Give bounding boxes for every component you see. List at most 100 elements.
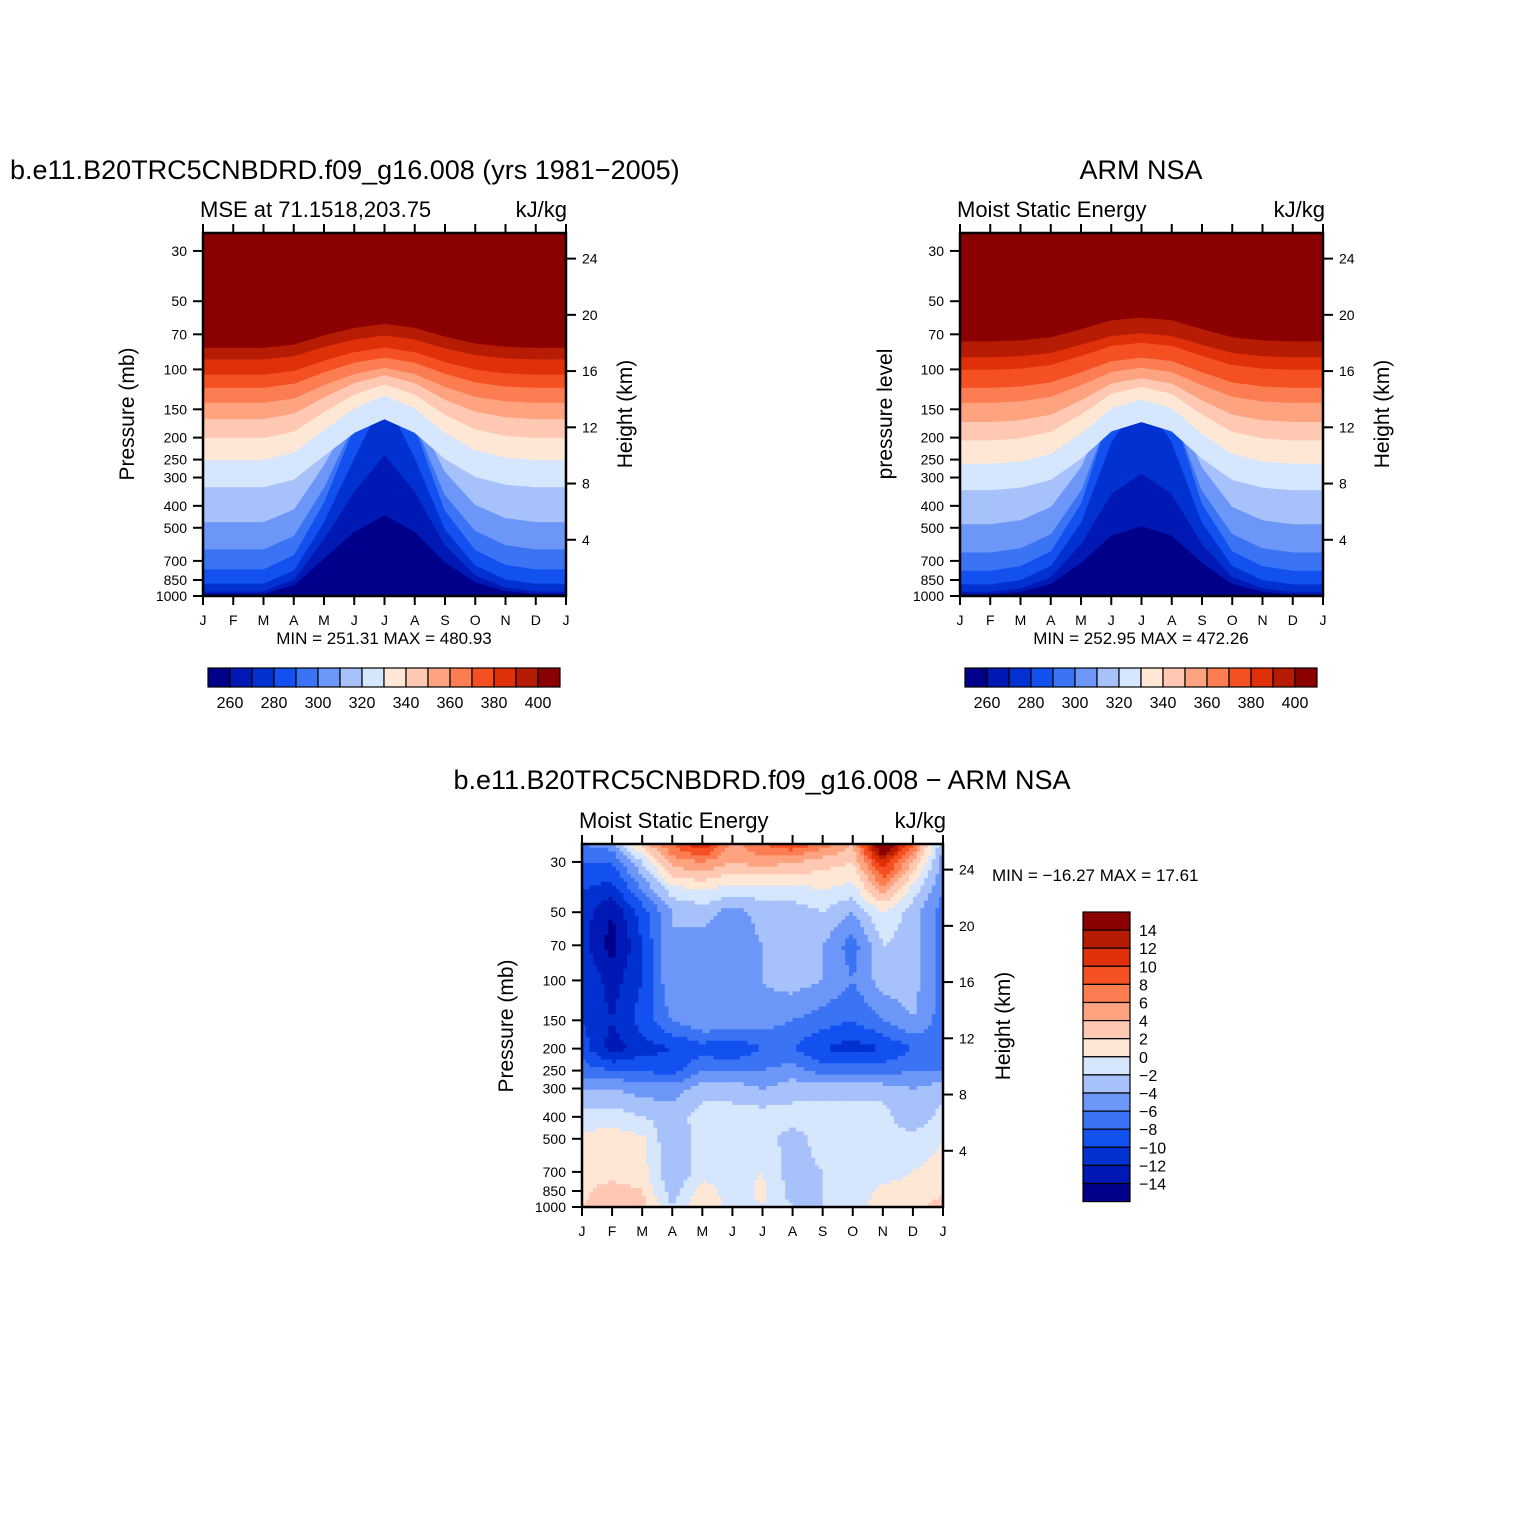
contour-cell [638,995,643,1000]
contour-cell [924,934,929,940]
contour-cell [939,1006,944,1011]
contour-cell [770,1021,775,1027]
contour-cell [627,881,632,887]
axis-ytick-label: 30 [928,243,944,259]
contour-cell [683,987,688,993]
contour-cell [833,1017,839,1023]
contour-cell [882,881,888,887]
contour-cell [585,999,591,1004]
contour-cell [875,1025,880,1030]
contour-cell [657,893,662,898]
contour-cell [837,862,843,868]
contour-cell [645,968,651,974]
contour-cell [736,976,741,981]
contour-cell [807,904,812,909]
contour-cell [796,915,801,921]
contour-cell [901,991,906,996]
contour-cell [709,957,715,962]
contour-cell [833,919,839,925]
contour-cell [894,995,899,1000]
contour-cell [912,957,918,962]
contour-cell [657,976,662,981]
contour-cell [758,1017,764,1023]
contour-cell [841,870,846,875]
contour-cell [864,889,869,894]
contour-cell [732,912,737,917]
contour-cell [709,1006,715,1011]
contour-cell [683,904,688,909]
contour-cell [593,862,598,868]
contour-cell [864,904,869,909]
contour-cell [833,912,839,917]
contour-cell [796,904,801,909]
contour-cell [796,1002,801,1008]
axis-xtick-label: J [1138,612,1145,628]
contour-cell [627,889,632,894]
contour-cell [826,896,831,902]
contour-cell [837,949,843,955]
contour-cell [901,896,906,902]
contour-cell [905,930,910,936]
contour-cell [890,862,895,868]
contour-cell [664,930,670,936]
contour-cell [856,961,861,966]
contour-cell [927,893,933,898]
contour-cell [800,1014,805,1019]
contour-cell [886,912,891,917]
contour-cell [698,919,703,925]
contour-cell [807,1006,812,1011]
contour-cell [927,949,933,955]
contour-cell [822,972,828,977]
contour-cell [645,900,651,906]
contour-cell [668,885,673,890]
contour-cell [807,949,812,955]
contour-cell [672,930,677,936]
contour-cell [683,995,688,1000]
contour-cell [687,915,692,921]
contour-cell [818,1021,824,1027]
contour-cell [830,976,835,981]
contour-cell [747,991,752,996]
contour-cell [724,893,730,898]
contour-cell [676,851,681,856]
contour-cell [848,900,854,906]
contour-cell [841,1010,846,1015]
contour-cell [886,1010,891,1015]
contour-cell [773,1021,779,1027]
contour-cell [766,919,771,925]
contour-cell [657,923,662,928]
contour-cell [619,881,624,887]
contour-cell [709,930,715,936]
contour-cell [792,870,797,875]
contour-cell [811,874,816,879]
contour-cell [867,930,873,936]
contour-cell [909,965,914,970]
contour-cell [758,995,764,1000]
contour-cell [747,961,752,966]
contour-cell [777,946,782,951]
contour-cell [837,847,843,853]
contour-cell [706,1006,711,1011]
contour-cell [818,930,824,936]
contour-cell [709,980,715,985]
contour-cell [600,912,606,917]
contour-cell [766,953,771,959]
panel-model-subtitle: MSE at 71.1518,203.75 [200,197,431,222]
contour-cell [713,912,718,917]
contour-cell [833,896,839,902]
contour-cell [905,923,910,928]
contour-cell [909,900,914,906]
contour-cell [762,976,767,981]
contour-cell [879,855,884,860]
contour-cell [615,862,621,868]
contour-cell [728,900,734,906]
contour-cell [721,999,726,1004]
contour-cell [717,957,722,962]
contour-cell [585,919,591,925]
contour-cell [815,949,820,955]
contour-cell [694,870,700,875]
contour-cell [762,866,767,872]
contour-cell [871,870,876,875]
contour-cell [807,1017,812,1023]
contour-cell [724,896,730,902]
